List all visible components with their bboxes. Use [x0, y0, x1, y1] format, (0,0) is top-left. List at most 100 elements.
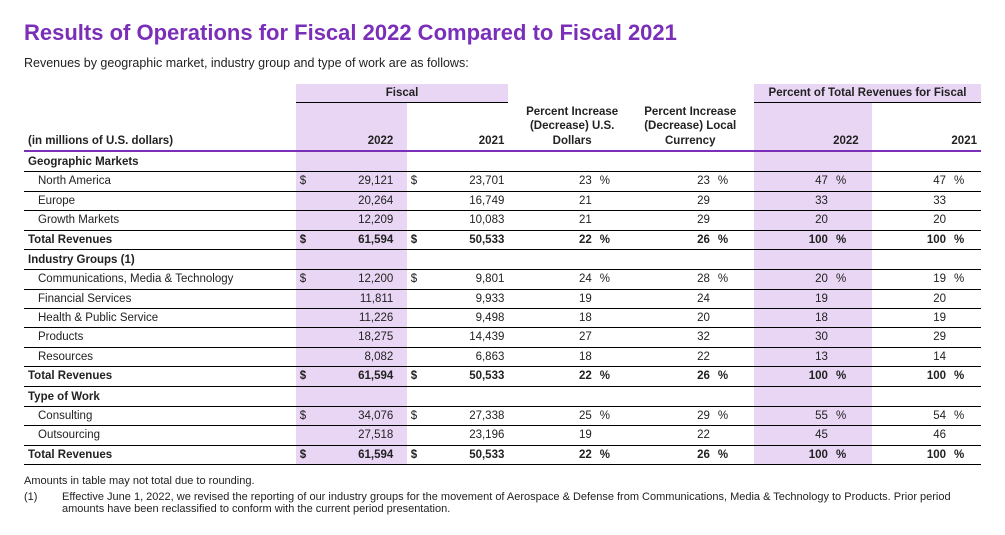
pct-total-2021: 46: [872, 426, 950, 445]
row-label: North America: [24, 172, 296, 191]
pct-usd: 19: [518, 289, 596, 308]
value-2022: 61,594: [319, 367, 397, 386]
pct-local: 32: [636, 328, 714, 347]
pct-total-2022: 100: [754, 445, 832, 464]
pct-usd: 22: [518, 445, 596, 464]
pct-local: 29: [636, 211, 714, 230]
currency-symbol: [407, 347, 431, 366]
section-name: Industry Groups (1): [24, 249, 296, 269]
section-header: Type of Work: [24, 386, 981, 406]
value-2022: 18,275: [319, 328, 397, 347]
value-2021: 50,533: [430, 367, 508, 386]
table-row: Financial Services11,8119,93319241920: [24, 289, 981, 308]
currency-symbol: $: [296, 230, 320, 249]
currency-symbol: $: [296, 367, 320, 386]
pct-local: 29: [636, 191, 714, 210]
pct-total-2022: 20: [754, 270, 832, 289]
row-label: Outsourcing: [24, 426, 296, 445]
pct-total-2022: 13: [754, 347, 832, 366]
currency-symbol: [296, 309, 320, 328]
currency-symbol: $: [296, 445, 320, 464]
pct-usd: 18: [518, 309, 596, 328]
pct-usd: 18: [518, 347, 596, 366]
value-2021: 9,933: [430, 289, 508, 308]
currency-symbol: [296, 191, 320, 210]
pct-local: 26: [636, 230, 714, 249]
pct-local: 22: [636, 426, 714, 445]
value-2022: 29,121: [319, 172, 397, 191]
pct-local: 24: [636, 289, 714, 308]
row-label: Consulting: [24, 406, 296, 425]
footnotes: Amounts in table may not total due to ro…: [24, 475, 981, 515]
table-row: North America$29,121$23,70123%23%47%47%: [24, 172, 981, 191]
pct-usd: 27: [518, 328, 596, 347]
row-label: Communications, Media & Technology: [24, 270, 296, 289]
hdr-local-pct: Percent Increase (Decrease) Local Curren…: [636, 103, 745, 151]
currency-symbol: $: [407, 230, 431, 249]
page-subtitle: Revenues by geographic market, industry …: [24, 56, 981, 70]
value-2022: 11,811: [319, 289, 397, 308]
value-2021: 6,863: [430, 347, 508, 366]
currency-symbol: $: [407, 367, 431, 386]
pct-total-2021: 14: [872, 347, 950, 366]
hdr-fiscal: Fiscal: [296, 84, 509, 103]
currency-symbol: $: [407, 406, 431, 425]
value-2021: 16,749: [430, 191, 508, 210]
currency-symbol: $: [296, 270, 320, 289]
table-row: Health & Public Service11,2269,498182018…: [24, 309, 981, 328]
table-row: Products18,27514,43927323029: [24, 328, 981, 347]
currency-symbol: [296, 347, 320, 366]
currency-symbol: [296, 328, 320, 347]
currency-symbol: $: [296, 172, 320, 191]
row-label: Europe: [24, 191, 296, 210]
pct-total-2022: 19: [754, 289, 832, 308]
pct-total-2021: 100: [872, 230, 950, 249]
pct-total-2021: 20: [872, 211, 950, 230]
pct-total-2022: 100: [754, 230, 832, 249]
currency-symbol: $: [407, 172, 431, 191]
value-2022: 20,264: [319, 191, 397, 210]
currency-symbol: [296, 426, 320, 445]
hdr-2022: 2022: [296, 103, 398, 151]
pct-usd: 19: [518, 426, 596, 445]
hdr-usd-pct: Percent Increase (Decrease) U.S. Dollars: [518, 103, 627, 151]
currency-symbol: $: [407, 445, 431, 464]
value-2022: 11,226: [319, 309, 397, 328]
pct-total-2021: 19: [872, 309, 950, 328]
section-header: Geographic Markets: [24, 151, 981, 172]
currency-symbol: [407, 191, 431, 210]
pct-usd: 21: [518, 211, 596, 230]
value-2021: 9,801: [430, 270, 508, 289]
pct-total-2022: 30: [754, 328, 832, 347]
row-label: Growth Markets: [24, 211, 296, 230]
value-2022: 61,594: [319, 230, 397, 249]
value-2021: 23,701: [430, 172, 508, 191]
row-label: Health & Public Service: [24, 309, 296, 328]
value-2021: 23,196: [430, 426, 508, 445]
table-row: Outsourcing27,51823,19619224546: [24, 426, 981, 445]
table-row: Communications, Media & Technology$12,20…: [24, 270, 981, 289]
currency-symbol: $: [296, 406, 320, 425]
pct-total-2021: 29: [872, 328, 950, 347]
pct-total-2022: 20: [754, 211, 832, 230]
value-2021: 9,498: [430, 309, 508, 328]
currency-symbol: [407, 309, 431, 328]
value-2022: 8,082: [319, 347, 397, 366]
pct-local: 26: [636, 367, 714, 386]
currency-symbol: $: [407, 270, 431, 289]
pct-total-2021: 33: [872, 191, 950, 210]
value-2021: 10,083: [430, 211, 508, 230]
pct-total-2022: 18: [754, 309, 832, 328]
table-row: Growth Markets12,20910,08321292020: [24, 211, 981, 230]
table-row: Consulting$34,076$27,33825%29%55%54%: [24, 406, 981, 425]
page-title: Results of Operations for Fiscal 2022 Co…: [24, 20, 981, 46]
row-label: Total Revenues: [24, 445, 296, 464]
footnote-rounding: Amounts in table may not total due to ro…: [24, 475, 981, 487]
currency-symbol: [296, 289, 320, 308]
row-label: Total Revenues: [24, 230, 296, 249]
table-row: Europe20,26416,74921293333: [24, 191, 981, 210]
pct-usd: 22: [518, 230, 596, 249]
pct-local: 28: [636, 270, 714, 289]
footnote-1-text: Effective June 1, 2022, we revised the r…: [62, 491, 981, 515]
pct-total-2022: 55: [754, 406, 832, 425]
